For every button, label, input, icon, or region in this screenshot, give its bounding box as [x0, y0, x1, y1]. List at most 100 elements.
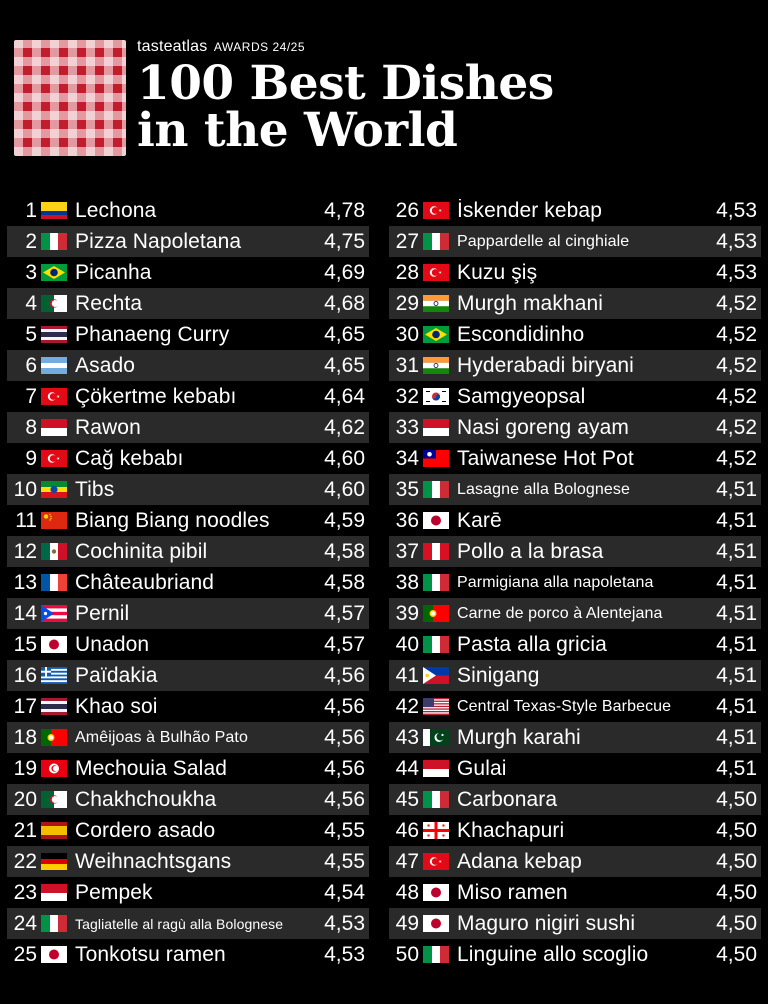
- dish-score: 4,51: [716, 477, 757, 501]
- rank-number: 39: [395, 601, 419, 625]
- dish-score: 4,60: [324, 446, 365, 470]
- flag-southkorea-icon: [423, 388, 449, 405]
- flag-japan-icon: [423, 884, 449, 901]
- dish-name: Pasta alla gricia: [457, 632, 607, 656]
- flag-thailand-icon: [41, 698, 67, 715]
- rank-number: 50: [395, 942, 419, 966]
- table-row: 19 Mechouia Salad 4,56: [7, 753, 369, 784]
- rank-number: 24: [13, 911, 37, 935]
- flag-italy-icon: [41, 233, 67, 250]
- dish-score: 4,51: [716, 601, 757, 625]
- dish-name: Sinigang: [457, 663, 540, 687]
- flag-algeria-icon: [41, 295, 67, 312]
- rank-number: 11: [15, 508, 37, 532]
- table-row: 10 Tibs 4,60: [7, 474, 369, 505]
- dish-score: 4,56: [324, 787, 365, 811]
- dish-name: Tibs: [75, 477, 115, 501]
- flag-france-icon: [41, 574, 67, 591]
- dish-name: Rawon: [75, 415, 141, 439]
- rank-number: 26: [395, 198, 419, 222]
- rank-number: 25: [13, 942, 37, 966]
- rank-number: 28: [395, 260, 419, 284]
- rank-number: 47: [395, 849, 419, 873]
- table-row: 38 Parmigiana alla napoletana 4,51: [389, 567, 761, 598]
- flag-tunisia-icon: [41, 760, 67, 777]
- table-row: 12 Cochinita pibil 4,58: [7, 536, 369, 567]
- table-row: 35 Lasagne alla Bolognese 4,51: [389, 474, 761, 505]
- rank-number: 18: [13, 725, 37, 749]
- rank-number: 23: [13, 880, 37, 904]
- rank-number: 31: [395, 353, 419, 377]
- dish-score: 4,57: [324, 632, 365, 656]
- rank-number: 27: [395, 229, 419, 253]
- flag-italy-icon: [41, 915, 67, 932]
- flag-argentina-icon: [41, 357, 67, 374]
- rank-number: 15: [13, 632, 37, 656]
- dish-name: Cordero asado: [75, 818, 216, 842]
- flag-india-icon: [423, 357, 449, 374]
- rank-number: 43: [395, 725, 419, 749]
- rank-number: 3: [25, 260, 37, 284]
- table-row: 47 Adana kebap 4,50: [389, 846, 761, 877]
- dish-name: Châteaubriand: [75, 570, 215, 594]
- table-row: 44 Gulai 4,51: [389, 753, 761, 784]
- dish-name: Taiwanese Hot Pot: [457, 446, 634, 470]
- table-row: 1 Lechona 4,78: [7, 195, 369, 226]
- rank-number: 46: [395, 818, 419, 842]
- flag-thailand-icon: [41, 326, 67, 343]
- rank-number: 38: [395, 570, 419, 594]
- flag-china-icon: [41, 512, 67, 529]
- dish-name: Pollo a la brasa: [457, 539, 604, 563]
- flag-india-icon: [423, 295, 449, 312]
- rank-number: 35: [395, 477, 419, 501]
- flag-puertorico-icon: [41, 605, 67, 622]
- dish-name: Picanha: [75, 260, 152, 284]
- dish-name: Khachapuri: [457, 818, 565, 842]
- flag-brazil-icon: [41, 264, 67, 281]
- table-row: 50 Linguine allo scoglio 4,50: [389, 939, 761, 970]
- table-row: 13 Châteaubriand 4,58: [7, 567, 369, 598]
- table-row: 36 Karē 4,51: [389, 505, 761, 536]
- flag-italy-icon: [423, 233, 449, 250]
- flag-portugal-icon: [423, 605, 449, 622]
- dish-name: Hyderabadi biryani: [457, 353, 634, 377]
- flag-mexico-icon: [41, 543, 67, 560]
- dish-score: 4,51: [716, 539, 757, 563]
- flag-brazil-icon: [423, 326, 449, 343]
- flag-turkey-icon: [423, 202, 449, 219]
- flag-pakistan-icon: [423, 729, 449, 746]
- table-row: 21 Cordero asado 4,55: [7, 815, 369, 846]
- rank-number: 19: [13, 756, 37, 780]
- dish-name: Tagliatelle al ragù alla Bolognese: [75, 915, 284, 932]
- dish-score: 4,60: [324, 477, 365, 501]
- table-row: 15 Unadon 4,57: [7, 629, 369, 660]
- flag-italy-icon: [423, 481, 449, 498]
- table-row: 9 Cağ kebabı 4,60: [7, 443, 369, 474]
- dish-score: 4,52: [716, 384, 757, 408]
- table-row: 3 Picanha 4,69: [7, 257, 369, 288]
- flag-japan-icon: [41, 636, 67, 653]
- dish-score: 4,75: [324, 229, 365, 253]
- dish-name: Murgh karahi: [457, 725, 581, 749]
- flag-indonesia-icon: [423, 760, 449, 777]
- dish-score: 4,51: [716, 756, 757, 780]
- dish-score: 4,50: [716, 849, 757, 873]
- dish-score: 4,56: [324, 663, 365, 687]
- dish-name: Asado: [75, 353, 136, 377]
- table-row: 37 Pollo a la brasa 4,51: [389, 536, 761, 567]
- table-row: 46 Khachapuri 4,50: [389, 815, 761, 846]
- dish-score: 4,52: [716, 353, 757, 377]
- dish-name: Miso ramen: [457, 880, 568, 904]
- rank-number: 12: [13, 539, 37, 563]
- table-row: 41 Sinigang 4,51: [389, 660, 761, 691]
- dish-name: Nasi goreng ayam: [457, 415, 630, 439]
- rank-number: 45: [395, 787, 419, 811]
- dish-name: Païdakia: [75, 663, 158, 687]
- rank-number: 44: [395, 756, 419, 780]
- rank-number: 36: [395, 508, 419, 532]
- tasteatlas-logo: tasteatlas: [137, 38, 208, 55]
- rank-number: 30: [395, 322, 419, 346]
- dish-name: Parmigiana alla napoletana: [457, 573, 654, 591]
- table-row: 26 İskender kebap 4,53: [389, 195, 761, 226]
- flag-portugal-icon: [41, 729, 67, 746]
